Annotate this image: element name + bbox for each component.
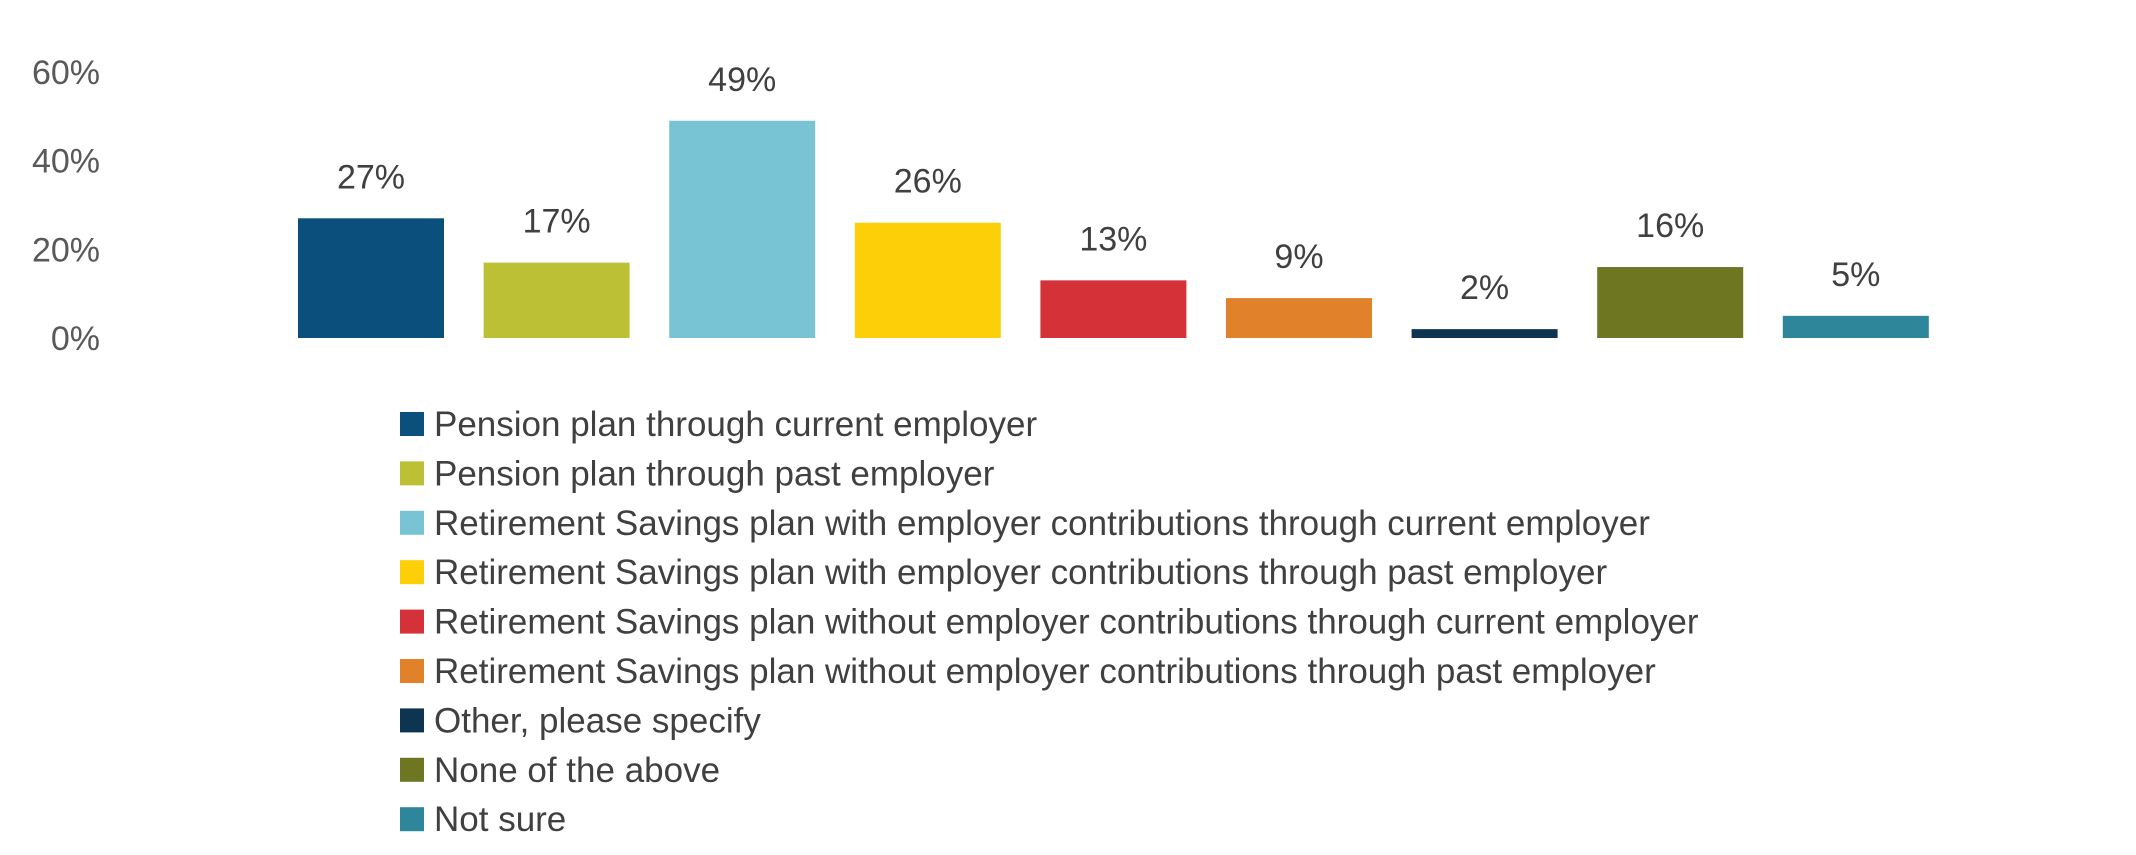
y-tick-label: 60% [32, 54, 100, 92]
legend-swatch [400, 757, 424, 782]
legend-swatch [400, 510, 424, 535]
legend-label: Retirement Savings plan with employer co… [434, 553, 1607, 592]
data-label: 9% [1274, 238, 1323, 276]
legend-swatch [400, 412, 424, 436]
bar [1226, 298, 1372, 338]
legend-item: None of the above [400, 751, 720, 790]
y-axis: 0% 20% 40% 60% [32, 54, 100, 358]
data-label: 13% [1079, 220, 1147, 258]
data-label: 2% [1460, 269, 1509, 307]
legend-swatch [400, 659, 424, 683]
bar [1040, 280, 1187, 338]
data-label: 26% [894, 163, 962, 201]
bars-group [298, 120, 1929, 339]
data-label: 27% [337, 158, 405, 196]
data-label: 16% [1636, 207, 1704, 245]
legend-swatch [400, 609, 424, 634]
legend-item: Pension plan through current employer [400, 405, 1037, 444]
legend-item: Retirement Savings plan with employer co… [400, 504, 1650, 543]
bar [298, 218, 444, 338]
legend-item: Retirement Savings plan without employer… [400, 603, 1699, 642]
legend-label: Retirement Savings plan without employer… [434, 603, 1699, 642]
legend-label: Pension plan through current employer [434, 405, 1037, 444]
bar [1597, 267, 1744, 338]
bar [483, 262, 630, 338]
bar [854, 222, 1001, 338]
legend-swatch [400, 560, 424, 585]
legend: Pension plan through current employer Pen… [400, 405, 1699, 839]
legend-swatch [400, 807, 424, 832]
bar [1411, 329, 1558, 338]
legend-swatch [400, 461, 424, 486]
legend-swatch [400, 708, 424, 733]
legend-label: Other, please specify [434, 701, 761, 740]
y-tick-label: 0% [51, 320, 100, 358]
bar [1782, 315, 1929, 338]
legend-label: None of the above [434, 751, 720, 790]
legend-label: Not sure [434, 800, 566, 839]
legend-label: Retirement Savings plan with employer co… [434, 504, 1650, 543]
data-labels-group: 27% 17% 49% 26% 13% 9% 2% 16% 5% [337, 61, 1880, 307]
legend-label: Pension plan through past employer [434, 454, 995, 493]
data-label: 17% [523, 203, 591, 241]
data-label: 49% [708, 61, 776, 99]
y-tick-label: 20% [32, 231, 100, 269]
legend-item: Other, please specify [400, 701, 761, 740]
legend-label: Retirement Savings plan without employer… [434, 652, 1656, 691]
data-label: 5% [1831, 256, 1880, 294]
legend-item: Pension plan through past employer [400, 454, 995, 493]
y-tick-label: 40% [32, 143, 100, 181]
legend-item: Not sure [400, 800, 566, 839]
legend-item: Retirement Savings plan without employer… [400, 652, 1656, 691]
legend-item: Retirement Savings plan with employer co… [400, 553, 1607, 592]
bar [669, 120, 816, 339]
